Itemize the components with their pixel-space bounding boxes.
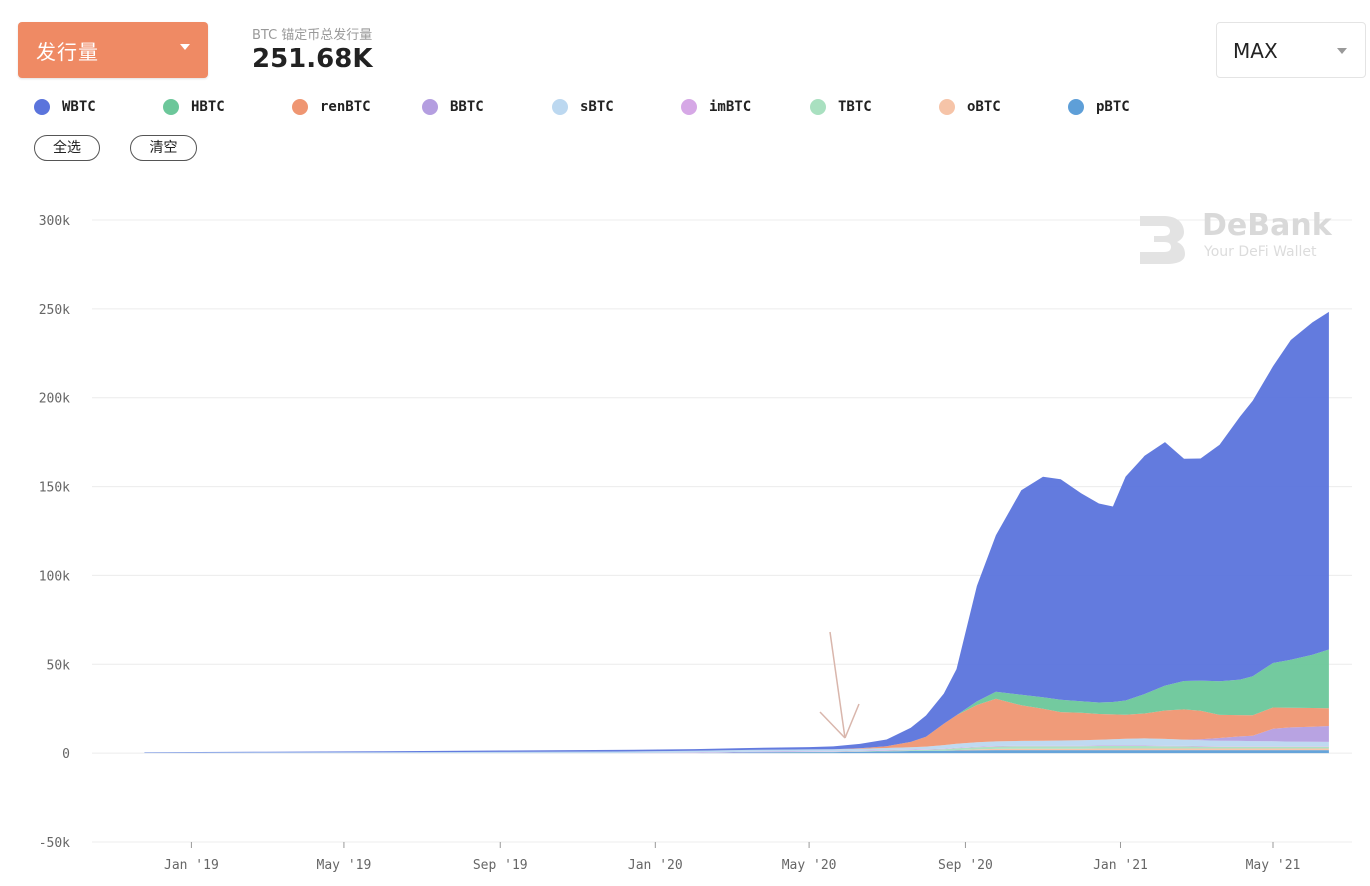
chart-grid [92, 219, 1352, 843]
debank-watermark: DeBank Your DeFi Wallet [1136, 208, 1346, 268]
select-all-button[interactable]: 全选 [34, 135, 100, 161]
clear-button[interactable]: 清空 [130, 135, 197, 161]
area-series-sbtc[interactable] [144, 738, 1329, 754]
legend-label: sBTC [580, 99, 614, 115]
area-series-tbtc[interactable] [144, 746, 1329, 754]
x-tick-label: Jan '20 [628, 858, 683, 873]
y-tick-label: 150k [39, 481, 70, 496]
chevron-down-icon [180, 44, 190, 50]
y-tick-label: 100k [39, 569, 70, 584]
legend-label: BBTC [450, 99, 484, 115]
summary-label: BTC 锚定币总发行量 [252, 28, 373, 43]
chart-areas [144, 311, 1329, 754]
y-tick-label: 200k [39, 392, 70, 407]
range-select-label: MAX [1233, 39, 1278, 63]
y-tick-label: 250k [39, 303, 70, 318]
x-axis: Jan '19 May '19 Sep '19 Jan '20 May '20 Sep '… [164, 842, 1300, 873]
y-tick-label: -50k [39, 836, 70, 851]
watermark-subtitle: Your DeFi Wallet [1204, 244, 1317, 260]
x-tick-label: May '21 [1246, 858, 1301, 873]
x-tick-label: Jan '19 [164, 858, 219, 873]
annotation-arrow [819, 631, 860, 739]
legend-dot-icon [681, 99, 697, 115]
x-tick-label: Sep '19 [473, 858, 528, 873]
area-series-wbtc[interactable] [144, 311, 1329, 753]
legend-dot-icon [939, 99, 955, 115]
y-axis: 300k 250k 200k 150k 100k 50k 0 -50k [39, 214, 70, 851]
legend-label: oBTC [967, 99, 1001, 115]
range-select[interactable]: MAX [1216, 22, 1366, 78]
area-series-pbtc[interactable] [144, 750, 1329, 754]
x-tick-label: May '20 [782, 858, 837, 873]
legend-dot-icon [552, 99, 568, 115]
area-series-obtc[interactable] [144, 748, 1329, 754]
legend: WBTC HBTC renBTC BBTC sBTC imBTC TBTC oB… [34, 98, 1234, 118]
x-tick-label: Jan '21 [1093, 858, 1148, 873]
watermark-title: DeBank [1202, 208, 1332, 243]
y-tick-label: 0 [62, 747, 70, 762]
area-series-renbtc[interactable] [144, 698, 1329, 753]
x-tick-label: Sep '20 [938, 858, 993, 873]
legend-dot-icon [810, 99, 826, 115]
legend-label: imBTC [709, 99, 752, 115]
metric-select-label: 发行量 [36, 40, 99, 64]
chevron-down-icon [1337, 48, 1347, 54]
y-tick-label: 300k [39, 214, 70, 229]
summary-value: 251.68K [252, 44, 373, 74]
legend-dot-icon [1068, 99, 1084, 115]
legend-label: renBTC [320, 99, 371, 115]
legend-label: WBTC [62, 99, 96, 115]
legend-dot-icon [422, 99, 438, 115]
legend-label: HBTC [191, 99, 225, 115]
y-tick-label: 50k [47, 658, 71, 673]
legend-label: pBTC [1096, 99, 1130, 115]
legend-dot-icon [34, 99, 50, 115]
legend-dot-icon [292, 99, 308, 115]
metric-select[interactable]: 发行量 [18, 22, 208, 78]
x-tick-label: May '19 [317, 858, 372, 873]
area-series-imbtc[interactable] [144, 745, 1329, 754]
debank-logo-icon [1140, 216, 1185, 264]
legend-dot-icon [163, 99, 179, 115]
legend-label: TBTC [838, 99, 872, 115]
